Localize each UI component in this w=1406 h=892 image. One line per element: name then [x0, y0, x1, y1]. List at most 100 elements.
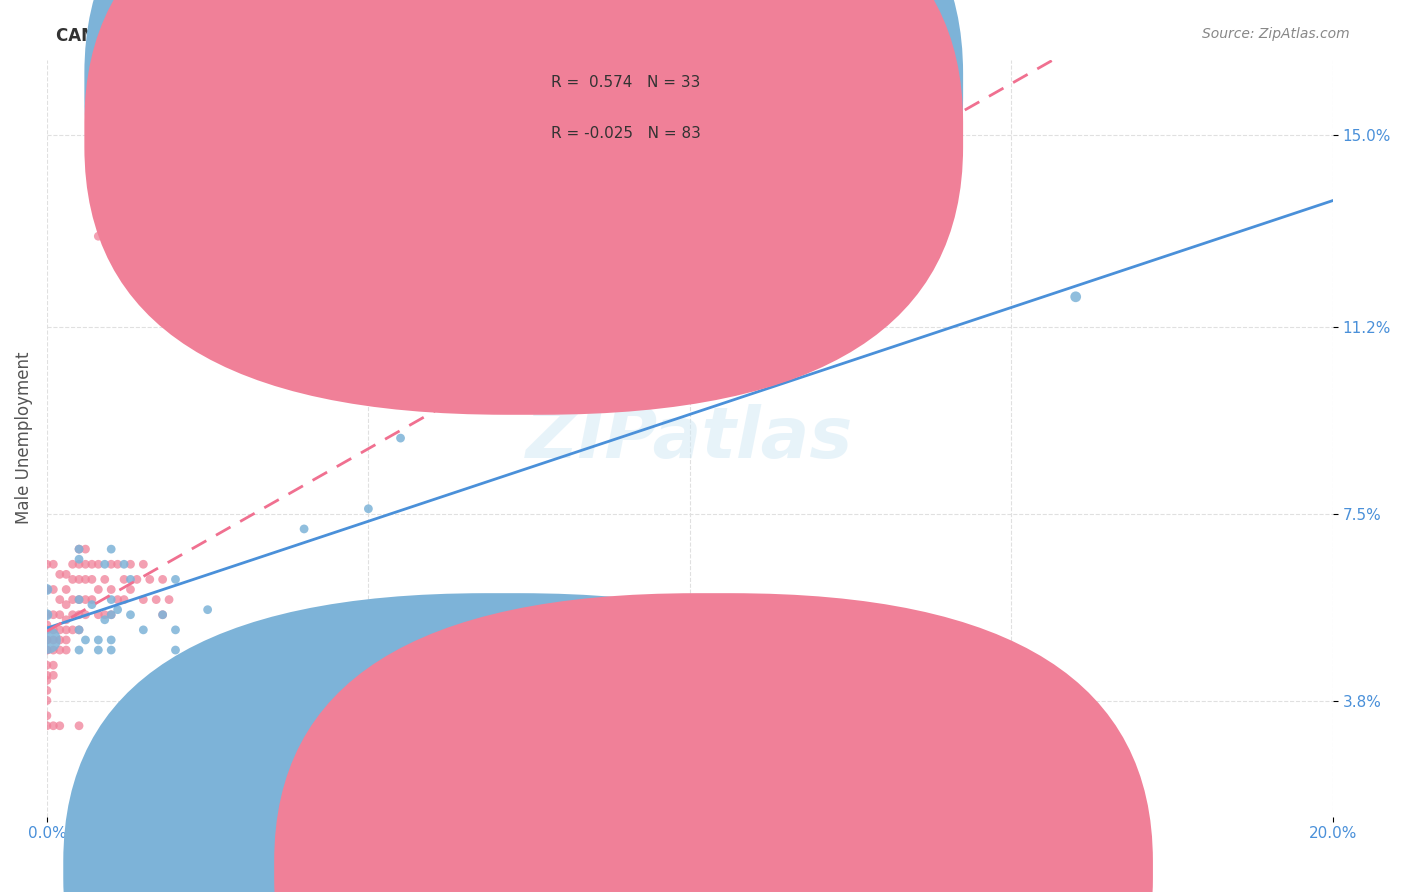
- Point: [75, 607, 97, 622]
- Point: [292, 522, 315, 536]
- Point: [100, 643, 122, 657]
- Point: [35, 632, 58, 647]
- Point: [152, 573, 174, 587]
- Text: Immigrants from Bolivia: Immigrants from Bolivia: [731, 863, 915, 877]
- Point: [35, 623, 58, 637]
- Point: [55, 623, 77, 637]
- Point: [35, 643, 58, 657]
- Point: [75, 558, 97, 572]
- Point: [112, 592, 135, 607]
- Point: [55, 598, 77, 612]
- Text: ZIPatlas: ZIPatlas: [526, 403, 853, 473]
- Point: [152, 607, 174, 622]
- Point: [55, 582, 77, 597]
- Point: [94, 613, 117, 627]
- Point: [62, 573, 84, 587]
- Point: [152, 607, 174, 622]
- Point: [125, 573, 148, 587]
- Point: [120, 607, 142, 622]
- Text: R = -0.025   N = 83: R = -0.025 N = 83: [551, 127, 702, 141]
- Point: [67, 623, 90, 637]
- Point: [35, 673, 58, 688]
- Point: [67, 592, 90, 607]
- Point: [75, 632, 97, 647]
- Point: [132, 623, 155, 637]
- Point: [35, 693, 58, 707]
- Point: [67, 719, 90, 733]
- Point: [35, 558, 58, 572]
- Point: [35, 668, 58, 682]
- Point: [165, 643, 187, 657]
- Point: [139, 573, 162, 587]
- Point: [87, 229, 110, 244]
- Point: [48, 643, 70, 657]
- Point: [75, 542, 97, 557]
- Point: [157, 592, 180, 607]
- Point: [100, 558, 122, 572]
- Point: [389, 431, 412, 445]
- Point: [67, 542, 90, 557]
- Point: [62, 607, 84, 622]
- Point: [35, 643, 58, 657]
- Point: [94, 558, 117, 572]
- Point: [87, 558, 110, 572]
- Y-axis label: Male Unemployment: Male Unemployment: [15, 351, 32, 524]
- Point: [62, 623, 84, 637]
- Point: [48, 719, 70, 733]
- Point: [357, 501, 380, 516]
- Point: [67, 592, 90, 607]
- Point: [35, 708, 58, 723]
- Point: [100, 632, 122, 647]
- Point: [62, 558, 84, 572]
- Point: [100, 582, 122, 597]
- Point: [67, 623, 90, 637]
- Point: [35, 632, 58, 647]
- Point: [55, 613, 77, 627]
- Point: [42, 623, 65, 637]
- Point: [42, 668, 65, 682]
- Point: [197, 603, 219, 617]
- Text: R =  0.574   N = 33: R = 0.574 N = 33: [551, 75, 700, 89]
- Point: [87, 582, 110, 597]
- Point: [67, 643, 90, 657]
- Point: [107, 592, 129, 607]
- Point: [165, 573, 187, 587]
- Point: [80, 573, 103, 587]
- Point: [165, 693, 187, 707]
- Point: [120, 573, 142, 587]
- Point: [80, 558, 103, 572]
- Point: [132, 592, 155, 607]
- Point: [55, 632, 77, 647]
- Text: CAMBODIAN VS IMMIGRANTS FROM BOLIVIA MALE UNEMPLOYMENT CORRELATION CHART: CAMBODIAN VS IMMIGRANTS FROM BOLIVIA MAL…: [56, 27, 896, 45]
- Point: [132, 558, 155, 572]
- Text: Source: ZipAtlas.com: Source: ZipAtlas.com: [1202, 27, 1350, 41]
- Point: [112, 573, 135, 587]
- Point: [42, 643, 65, 657]
- Point: [75, 592, 97, 607]
- Point: [35, 607, 58, 622]
- Point: [67, 573, 90, 587]
- Point: [55, 567, 77, 582]
- Point: [75, 573, 97, 587]
- Point: [35, 658, 58, 673]
- Point: [120, 582, 142, 597]
- Point: [87, 643, 110, 657]
- Point: [67, 607, 90, 622]
- Point: [55, 643, 77, 657]
- Point: [35, 617, 58, 632]
- Point: [107, 603, 129, 617]
- Point: [48, 592, 70, 607]
- Point: [100, 607, 122, 622]
- Point: [165, 623, 187, 637]
- Point: [67, 552, 90, 566]
- Text: Cambodians: Cambodians: [534, 863, 630, 877]
- Point: [80, 592, 103, 607]
- Point: [62, 592, 84, 607]
- Point: [42, 658, 65, 673]
- Point: [145, 592, 167, 607]
- Point: [94, 573, 117, 587]
- Point: [80, 598, 103, 612]
- Point: [48, 607, 70, 622]
- Point: [100, 607, 122, 622]
- Point: [107, 558, 129, 572]
